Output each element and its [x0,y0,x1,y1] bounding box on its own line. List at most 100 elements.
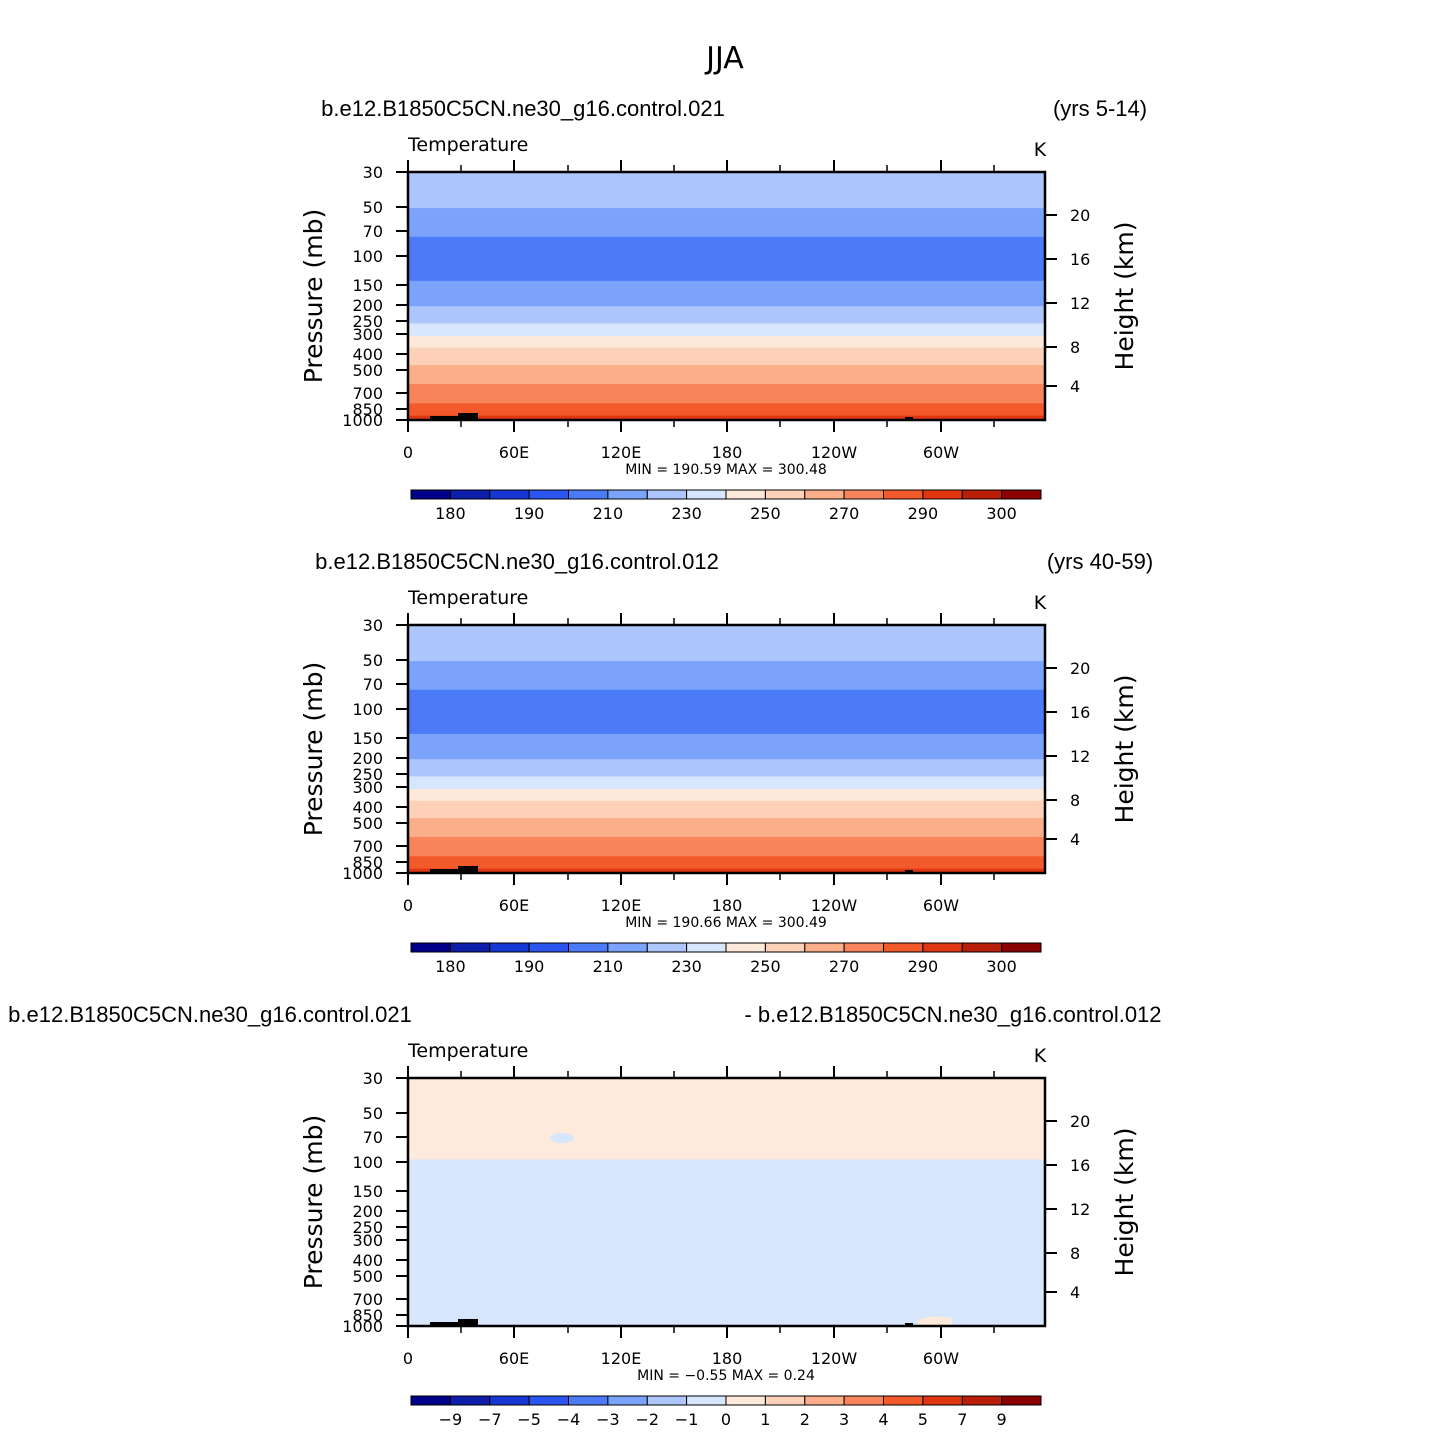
colorbar-swatch [646,489,688,500]
variable-label: Temperature [407,134,528,156]
y-tick-label: 300 [352,778,383,797]
y-tick-label: 70 [363,1128,383,1147]
colorbar-swatch [843,942,884,953]
y-tick-label: 300 [352,1231,383,1250]
variable-label: Temperature [407,1040,528,1062]
units-label: K [1034,592,1047,614]
y-tick-label: 700 [352,384,383,403]
contour-band [408,733,1045,760]
y-right-tick-label: 20 [1070,206,1090,225]
colorbar-swatch [449,489,491,500]
plot-area [408,625,1045,874]
colorbar-swatch [804,942,845,953]
colorbar-swatch [961,942,1003,953]
years-label: (yrs 5-14) [1053,96,1147,121]
colorbar-label: 230 [671,504,702,523]
contour-band [408,1159,1045,1327]
colorbar-label: 270 [829,504,860,523]
colorbar-swatch [686,489,727,500]
colorbar-label: 290 [908,504,939,523]
y-tick-label: 100 [352,1153,383,1172]
colorbar-label: 2 [800,1410,810,1429]
y-tick-label: 200 [352,296,383,315]
colorbar-swatch [528,489,569,500]
contour-band [408,323,1045,337]
y-tick-label: 250 [352,1218,383,1237]
y-tick-label: 30 [363,163,383,182]
colorbar-label: 230 [671,957,702,976]
colorbar-swatch [1001,1395,1042,1406]
colorbar-swatch [410,489,451,500]
topography [430,1319,478,1326]
colorbar-swatch [646,942,688,953]
colorbar-label: 290 [908,957,939,976]
y-tick-label: 250 [352,765,383,784]
colorbar-swatch [489,1395,530,1406]
x-tick-label: 120E [601,1349,642,1368]
y-right-tick-label: 4 [1070,377,1080,396]
x-tick-label: 180 [712,1349,743,1368]
colorbar-label: 0 [721,1410,731,1429]
contour-band [408,789,1045,802]
colorbar-swatch [922,489,963,500]
colorbar-label: 9 [997,1410,1007,1429]
colorbar-label: −9 [439,1410,463,1429]
colorbar-swatch [1001,489,1042,500]
y-right-tick-label: 8 [1070,338,1080,357]
colorbar-label: 210 [593,957,624,976]
y-right-tick-label: 16 [1070,250,1090,269]
colorbar-swatch [764,489,806,500]
colorbar-label: 190 [514,504,545,523]
colorbar-swatch [764,1395,806,1406]
colorbar-label: 180 [435,504,466,523]
colorbar-swatch [528,1395,569,1406]
colorbar-label: 300 [986,957,1017,976]
panels: b.e12.B1850C5CN.ne30_g16.control.021 (yrs… [8,96,1161,1429]
contour-band [408,172,1045,209]
contour-band [408,208,1045,238]
x-tick-label: 60E [499,896,529,915]
colorbar-swatch [410,1395,451,1406]
colorbar-swatch [607,1395,648,1406]
x-tick-label: 120W [811,896,858,915]
variable-label: Temperature [407,587,528,609]
contour-band [408,336,1045,349]
panel-3: b.e12.B1850C5CN.ne30_g16.control.021 - b.… [8,1002,1161,1429]
y-tick-label: 400 [352,1251,383,1270]
contour-band [408,689,1045,735]
x-tick-label: 120W [811,443,858,462]
contour-band [408,347,1045,366]
y-tick-label: 200 [352,749,383,768]
colorbar-swatch [883,1395,924,1406]
y-tick-label: 400 [352,798,383,817]
colorbar: 180 190 210 230 250 270 290 300 [410,489,1042,523]
colorbar-swatch [568,489,609,500]
colorbar-swatch [764,942,806,953]
colorbar-label: 210 [593,504,624,523]
case-label: b.e12.B1850C5CN.ne30_g16.control.021 [321,96,725,121]
x-tick-label: 60W [923,443,959,462]
contour-band [408,856,1045,870]
contour-band [408,868,1045,874]
colorbar-swatch [607,489,648,500]
y-tick-label: 300 [352,325,383,344]
units-label: K [1034,139,1047,161]
y-right-tick-label: 8 [1070,791,1080,810]
colorbar-label: 250 [750,957,781,976]
colorbar-swatch [686,1395,727,1406]
y-tick-label: 850 [352,853,383,872]
y-tick-label: 500 [352,814,383,833]
colorbar-label: 270 [829,957,860,976]
contour-band [408,836,1045,857]
panel-2: b.e12.B1850C5CN.ne30_g16.control.012 (yrs… [299,549,1153,976]
topography [430,413,478,420]
y-right-tick-label: 8 [1070,1244,1080,1263]
y-tick-label: 70 [363,675,383,694]
x-tick-label: 60W [923,896,959,915]
contour-patch [550,1133,574,1143]
y-tick-label: 400 [352,345,383,364]
y-tick-label: 250 [352,312,383,331]
y-tick-label: 700 [352,1290,383,1309]
case-label: b.e12.B1850C5CN.ne30_g16.control.021 [8,1002,412,1027]
y-tick-label: 500 [352,1267,383,1286]
